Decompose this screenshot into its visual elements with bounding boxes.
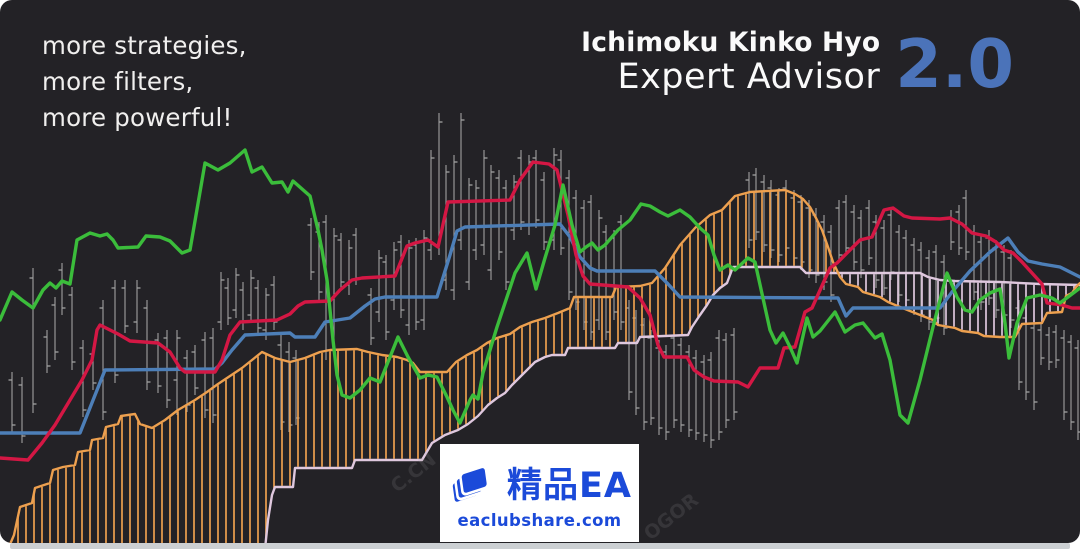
bottom-edge-strip xyxy=(10,543,1070,549)
product-subtitle: Expert Advisor xyxy=(617,57,881,98)
product-title: Ichimoku Kinko Hyo Expert Advisor 2.0 xyxy=(581,24,1014,103)
watermark-brand: 精品EA xyxy=(507,466,632,506)
stacked-layers-icon xyxy=(450,464,490,504)
tagline-line: more powerful! xyxy=(42,103,233,132)
product-name: Ichimoku Kinko Hyo xyxy=(581,27,881,58)
tagline-line: more filters, xyxy=(42,67,194,96)
version-number: 2.0 xyxy=(895,24,1014,103)
watermark-site-url: eaclubshare.com xyxy=(457,510,622,530)
watermark-badge: 精品EA eaclubshare.com xyxy=(440,444,639,542)
tagline: more strategies, more filters, more powe… xyxy=(42,28,247,136)
tagline-line: more strategies, xyxy=(42,31,247,60)
